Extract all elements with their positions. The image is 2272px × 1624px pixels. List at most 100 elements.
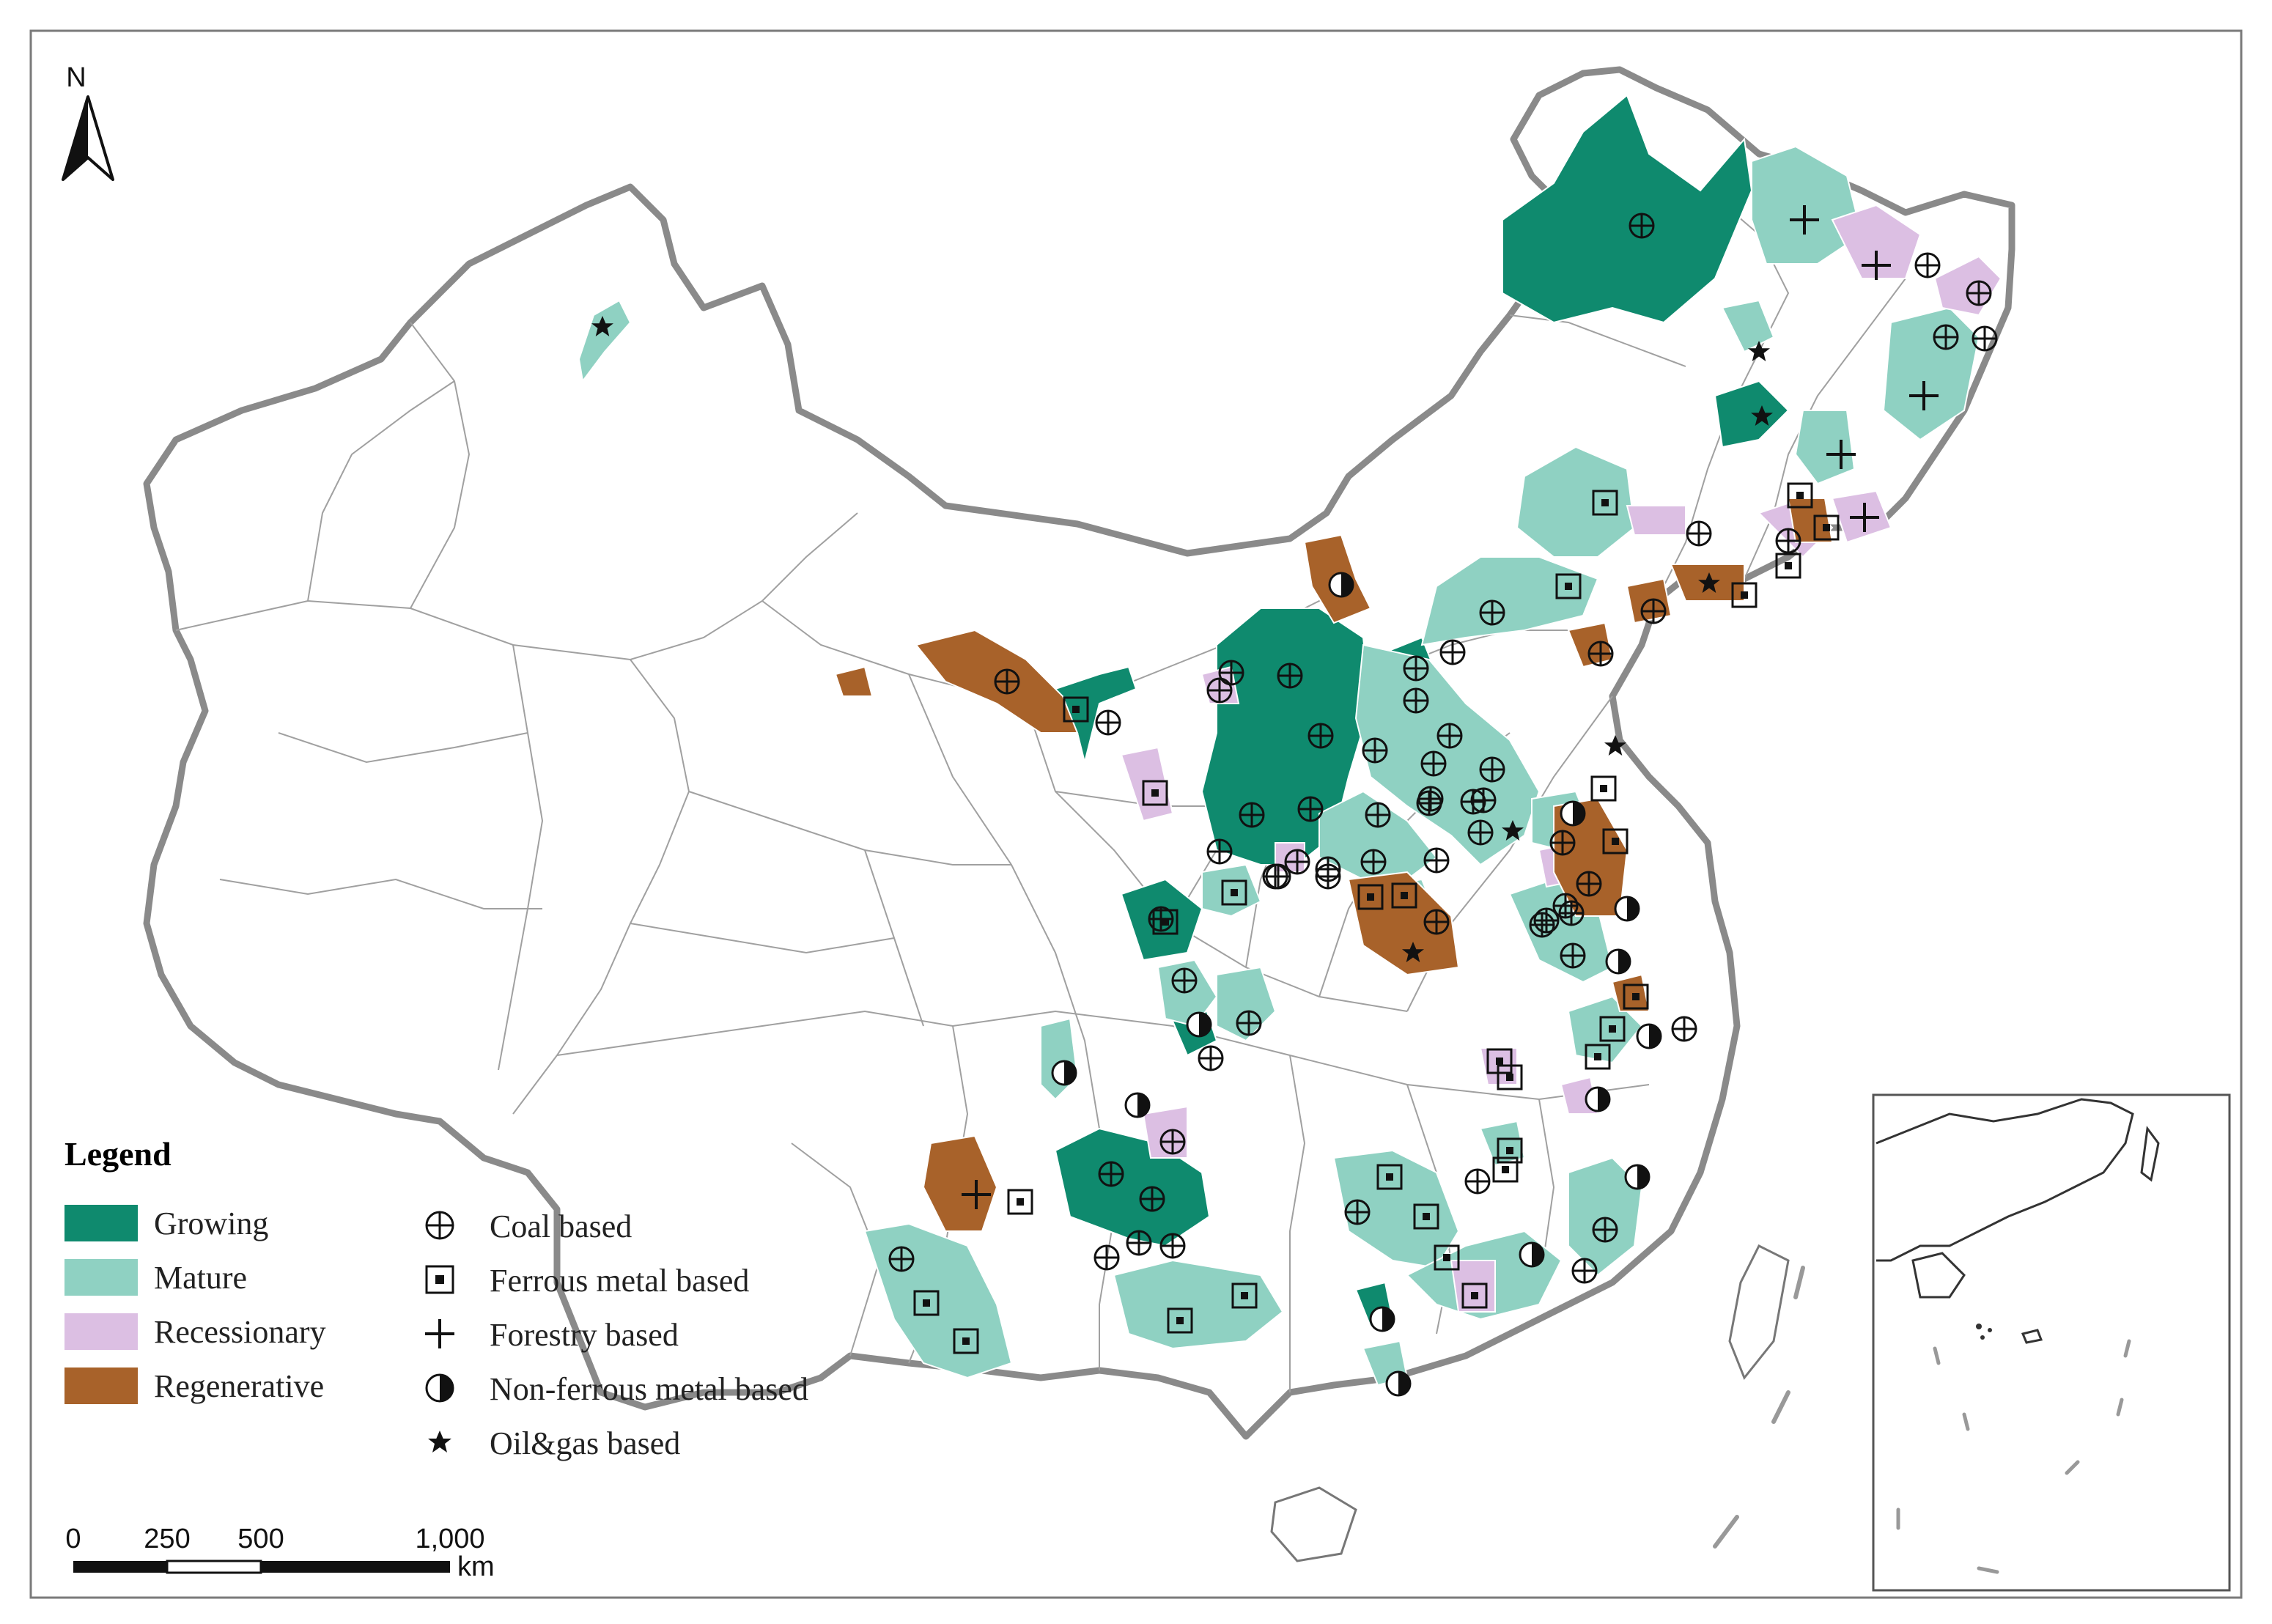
nine-dash-line <box>1896 1339 2131 1574</box>
coal-symbol-icon <box>1439 639 1466 665</box>
ferrous-symbol-icon <box>1497 1064 1523 1090</box>
oilgas-star-icon <box>428 1431 451 1453</box>
coal-symbol-icon <box>1560 942 1586 969</box>
ferrous-symbol-icon <box>1231 1282 1258 1309</box>
ferrous-boxed-square-icon <box>425 1265 454 1294</box>
ferrous-symbol-icon <box>1434 1244 1460 1271</box>
region-growing-jilin <box>1714 380 1790 449</box>
coal-symbol-icon <box>1126 1230 1152 1256</box>
nonferrous-symbol-icon <box>1519 1241 1545 1268</box>
ferrous-symbol-icon <box>1599 1016 1626 1042</box>
scale-seg-3 <box>261 1561 450 1573</box>
ferrous-symbol-icon <box>1731 582 1758 608</box>
coal-symbol-icon <box>1403 655 1429 682</box>
oilgas-symbol-icon <box>1748 341 1770 361</box>
ferrous-symbol-icon <box>1623 983 1649 1010</box>
ferrous-symbol-icon <box>1221 879 1247 906</box>
legend-forestry-label: Forestry based <box>490 1317 679 1353</box>
coal-symbol-icon <box>1262 863 1288 890</box>
region-recessionary-yichun <box>1831 204 1922 279</box>
legend-oilgas-label: Oil&gas based <box>490 1425 680 1461</box>
coal-symbol-icon <box>1206 838 1233 865</box>
coal-symbol-icon <box>1093 1244 1120 1271</box>
north-label: N <box>66 62 86 93</box>
coal-symbol-icon <box>1558 900 1585 926</box>
coal-symbol-icon <box>1362 737 1388 764</box>
oilgas-symbol-icon <box>1604 735 1626 756</box>
ferrous-symbol-icon <box>1787 482 1813 509</box>
ferrous-symbol-icon <box>1376 1164 1403 1190</box>
ferrous-symbol-icon <box>1391 882 1417 909</box>
coal-symbol-icon <box>1529 912 1555 938</box>
coal-symbol-icon <box>1587 641 1614 667</box>
swatch-regenerative <box>64 1368 138 1404</box>
inset-frame <box>1872 1093 2231 1592</box>
ferrous-symbol-icon <box>1152 909 1179 935</box>
ferrous-symbol-icon <box>953 1328 979 1354</box>
coal-symbol-icon <box>1403 687 1429 714</box>
north-arrow-half <box>63 97 88 180</box>
coal-symbol-icon <box>1423 847 1450 874</box>
coal-symbol-icon <box>1686 520 1712 547</box>
forestry-symbol-icon <box>962 1180 991 1209</box>
forestry-symbol-icon <box>1909 381 1939 410</box>
oilgas-symbol-icon <box>1751 405 1773 426</box>
legend-recessionary-label: Recessionary <box>154 1314 326 1350</box>
coal-symbol-icon <box>1479 756 1505 783</box>
coal-symbol-icon <box>1914 252 1941 278</box>
ferrous-symbol-icon <box>1813 514 1840 541</box>
coal-symbol-icon <box>1218 660 1244 686</box>
nonferrous-symbol-icon <box>1186 1011 1212 1038</box>
coal-symbol-icon <box>1315 863 1341 890</box>
coal-circle-cross-icon <box>425 1211 454 1240</box>
nonferrous-symbol-icon <box>1624 1164 1650 1190</box>
nonferrous-half-circle-icon <box>425 1373 454 1403</box>
coal-symbol-icon <box>1277 662 1303 689</box>
coal-symbol-icon <box>1423 909 1450 935</box>
ferrous-symbol-icon <box>1602 828 1629 855</box>
north-arrow: N <box>62 62 114 181</box>
ferrous-symbol-icon <box>1167 1307 1193 1334</box>
ferrous-symbol-icon <box>1775 553 1801 579</box>
forestry-symbol-icon <box>1850 503 1879 532</box>
map-frame <box>29 29 2243 1599</box>
coal-symbol-icon <box>994 668 1020 695</box>
swatch-growing <box>64 1205 138 1241</box>
coal-symbol-icon <box>888 1246 915 1272</box>
coal-symbol-icon <box>1629 213 1655 239</box>
legend-growing-label: Growing <box>154 1206 268 1241</box>
nonferrous-symbol-icon <box>1385 1370 1412 1397</box>
scale-tick-250: 250 <box>144 1524 190 1554</box>
ferrous-symbol-icon <box>1486 1048 1513 1074</box>
region-mature-shanxi-south <box>1318 790 1438 880</box>
region-mature-guangxi-west <box>1113 1259 1284 1350</box>
swatch-mature <box>64 1259 138 1296</box>
inset-taiwan <box>2140 1126 2160 1182</box>
legend-title: Legend <box>64 1135 171 1173</box>
coal-symbol-icon <box>1972 325 1998 352</box>
hainan-island <box>1270 1486 1357 1562</box>
region-regenerative-panzhihua <box>922 1134 998 1232</box>
ferrous-symbol-icon <box>1497 1137 1523 1164</box>
scale-tick-1000: 1,000 <box>415 1524 484 1554</box>
coal-symbol-icon <box>1933 324 1959 350</box>
coal-symbol-icon <box>1467 819 1494 846</box>
nonferrous-symbol-icon <box>1124 1092 1151 1118</box>
region-recessionary-jinchang <box>1626 505 1686 536</box>
region-mature-datong-belt <box>1354 643 1541 866</box>
coal-symbol-icon <box>1159 1129 1186 1155</box>
forestry-cross-icon <box>425 1319 454 1348</box>
coal-symbol-icon <box>1571 1258 1598 1284</box>
nonferrous-symbol-icon <box>1051 1060 1077 1086</box>
coal-symbol-icon <box>1775 528 1801 554</box>
coal-symbol-icon <box>1416 790 1442 816</box>
region-mature-hunan <box>1332 1149 1460 1269</box>
region-mature-fujian <box>1568 1156 1643 1277</box>
coal-symbol-icon <box>1420 750 1447 777</box>
legend-coal-label: Coal based <box>490 1208 632 1244</box>
coal-symbol-icon <box>1198 1045 1224 1071</box>
coal-symbol-icon <box>1576 871 1602 897</box>
inset-hainan <box>1911 1252 1966 1299</box>
nonferrous-symbol-icon <box>1636 1023 1662 1049</box>
